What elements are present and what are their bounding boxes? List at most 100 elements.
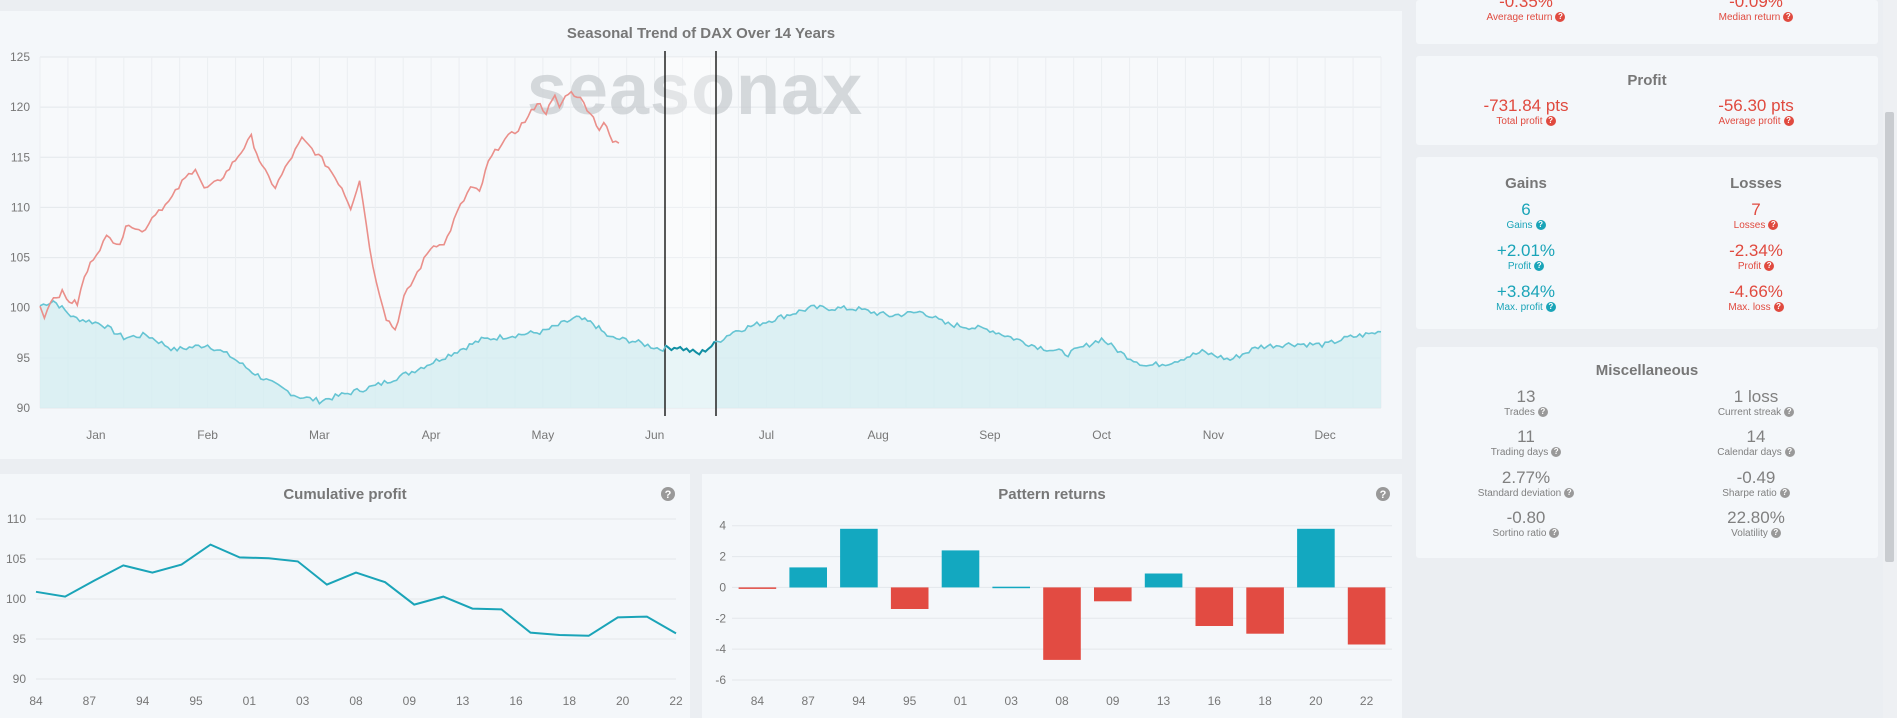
gains-profit-value: +2.01% [1496,241,1556,260]
y-tick-label: 125 [10,50,30,64]
gains-count-value: 6 [1521,200,1531,219]
x-tick-label: 18 [563,694,577,708]
y-tick-label: 95 [13,632,27,646]
bar [1347,587,1386,645]
x-tick-label: 08 [1055,694,1069,708]
losses-count-value: 7 [1751,200,1761,219]
y-tick-label: 95 [17,351,31,365]
bar [1195,587,1234,626]
x-tick-label: 13 [1157,694,1171,708]
help-icon[interactable]: ? [1545,302,1556,313]
y-tick-label: 105 [10,251,30,265]
help-icon[interactable]: ? [660,486,676,502]
x-tick-label: Jun [645,428,664,442]
bar [1144,573,1183,588]
x-tick-label: 03 [296,694,310,708]
x-tick-label: 95 [189,694,203,708]
x-tick-label: 22 [1360,694,1374,708]
y-tick-label: 0 [719,580,726,594]
help-icon[interactable]: ? [1784,447,1795,458]
x-tick-label: 94 [136,694,150,708]
miscellaneous-title: Miscellaneous [1595,362,1699,379]
median-return-stat: -0.09% Median return? [1646,0,1866,24]
y-tick-label: 110 [7,512,26,526]
x-tick-label: 09 [403,694,417,708]
pattern-returns-panel: Pattern returns ? 4 2 0 -2 -4 -6 84 87 94 95 01 03 0… [702,474,1402,718]
current-year-line [39,90,620,332]
sortino-ratio-value: -0.80 [1506,508,1546,527]
volatility-value: 22.80% [1727,508,1785,527]
seasonal-chart-panel: Seasonal Trend of DAX Over 14 Years 125 1… [0,11,1402,459]
volatility-stat: 22.80% Volatility? [1646,508,1866,540]
help-icon[interactable]: ? [1783,12,1794,23]
gains-max-label: Max. profit [1496,302,1543,313]
losses-max-value: -4.66% [1729,282,1783,301]
calendar-days-stat: 14 Calendar days? [1646,427,1866,459]
bar [1043,587,1081,660]
highlight-window [665,57,716,408]
bar [992,586,1030,589]
x-tick-label: Jul [759,428,774,442]
x-tick-label: Mar [309,428,330,442]
bar [890,587,929,609]
help-icon[interactable]: ? [1770,528,1781,539]
help-icon[interactable]: ? [1549,528,1560,539]
y-tick-label: 115 [11,150,30,164]
page-scrollbar[interactable] [1883,0,1897,718]
bar [738,587,777,589]
sortino-ratio-label: Sortino ratio [1492,528,1547,539]
scrollbar-thumb[interactable] [1885,112,1894,562]
standard-deviation-value: 2.77% [1501,468,1551,487]
bar [1246,587,1284,634]
help-icon[interactable]: ? [1773,302,1784,313]
svg-text:?: ? [1380,489,1387,501]
pattern-returns-chart[interactable]: 420-2-4-684 87 94 95 01 03 08 09 13 16 18 20 22 [702,474,1402,718]
help-icon[interactable]: ? [1764,261,1775,272]
current-streak-label: Current streak [1717,407,1782,418]
average-profit-label: Average profit [1718,116,1781,127]
help-icon[interactable]: ? [1783,116,1794,127]
trades-stat: 13 Trades? [1416,387,1636,419]
help-icon[interactable]: ? [1537,407,1548,418]
gains-title: Gains [1505,175,1547,192]
x-tick-label: 18 [1258,694,1272,708]
gains-losses-card: Gains Losses 6 Gains? 7 Losses? +2.01% P… [1416,157,1878,329]
x-tick-label: 84 [751,694,765,708]
losses-profit-stat: -2.34% Profit? [1646,241,1866,273]
trading-days-label: Trading days [1490,447,1549,458]
help-icon[interactable]: ? [1768,220,1779,231]
seasonal-chart-title: Seasonal Trend of DAX Over 14 Years [566,25,836,42]
help-icon[interactable]: ? [1375,486,1391,502]
gains-profit-stat: +2.01% Profit? [1416,241,1636,273]
losses-max-stat: -4.66% Max. loss? [1646,282,1866,314]
y-tick-label: 100 [10,301,30,315]
help-icon[interactable]: ? [1551,447,1562,458]
y-tick-label: 105 [6,552,26,566]
losses-profit-value: -2.34% [1729,241,1783,260]
help-icon[interactable]: ? [1564,488,1575,499]
help-icon[interactable]: ? [1545,116,1556,127]
gains-max-value: +3.84% [1496,282,1556,301]
average-return-label: Average return [1486,12,1553,23]
x-tick-label: 03 [1005,694,1019,708]
help-icon[interactable]: ? [1535,220,1546,231]
pattern-returns-title: Pattern returns [998,486,1106,503]
x-tick-label: 84 [29,694,43,708]
help-icon[interactable]: ? [1784,407,1795,418]
bar [1297,528,1335,588]
bar [840,528,878,588]
x-tick-label: 95 [903,694,917,708]
current-streak-value: 1 loss [1733,387,1779,406]
help-icon[interactable]: ? [1779,488,1790,499]
x-tick-label: Sep [979,428,1001,442]
seasonal-chart[interactable]: 125 120 115 110 105 100 95 90 Jan Feb Mar Apr May Jun… [0,11,1402,459]
help-icon[interactable]: ? [1534,261,1545,272]
y-tick-label: 90 [17,401,31,415]
y-tick-label: 90 [13,672,27,686]
gains-count-label: Gains [1506,220,1533,231]
gains-count-stat: 6 Gains? [1416,200,1636,232]
help-icon[interactable]: ? [1555,12,1566,23]
x-tick-label: Jan [86,428,105,442]
bar [789,567,827,588]
